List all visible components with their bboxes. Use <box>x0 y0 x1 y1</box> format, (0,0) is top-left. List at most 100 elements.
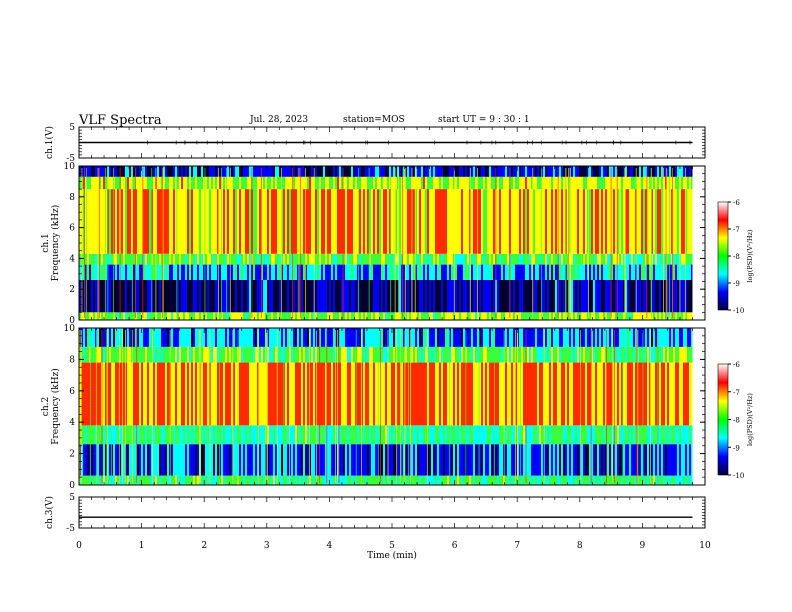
ch1-spectrogram-cell <box>167 176 169 190</box>
ch2-spectrogram-cell <box>607 425 609 445</box>
ch1-spectrogram-cell <box>419 189 421 254</box>
ch2-spectrogram-sferic <box>400 330 402 483</box>
ch2-spectrogram-colorbar-label: log(PSD)(V²/Hz) <box>746 393 754 446</box>
ch1-spectrogram-cell <box>637 253 639 265</box>
ch2-spectrogram-cell <box>279 346 281 363</box>
ch1-spectrogram-cell <box>315 312 317 320</box>
ch1-spectrogram-cell <box>607 312 609 320</box>
ch2-spectrogram-cell <box>241 328 243 347</box>
ch2-spectrogram-cell <box>591 328 593 347</box>
ch2-spectrogram-cell <box>553 328 555 347</box>
ch1-spectrogram-cell <box>593 189 595 254</box>
ch1-spectrogram-cell <box>121 253 123 265</box>
ch1-spectrogram-cell <box>613 253 615 265</box>
ch2-spectrogram-cell <box>173 362 175 426</box>
ch2-spectrogram-cell <box>623 328 625 347</box>
ch1-spectrogram-cell <box>233 279 235 313</box>
ch1-spectrogram-cell <box>309 176 311 190</box>
ch1-spectrogram-cell <box>605 176 607 190</box>
ch1-spectrogram-cell <box>617 176 619 190</box>
ch1-spectrogram-cell <box>293 166 295 177</box>
ch1-spectrogram-cell <box>523 312 525 320</box>
ch2-spectrogram-cell <box>493 346 495 363</box>
ch2-spectrogram-cell <box>473 346 475 363</box>
ch2-spectrogram-cell <box>547 444 549 476</box>
ch1-spectrogram-cell <box>621 253 623 265</box>
ch1-spectrogram-cell <box>295 279 297 313</box>
ch1-spectrogram-cell <box>471 189 473 254</box>
ch1-spectrogram-cell <box>331 279 333 313</box>
ch1-spectrogram-cell <box>267 176 269 190</box>
ch2-spectrogram-cell <box>325 328 327 347</box>
ch2-spectrogram-cell <box>433 328 435 347</box>
ch1-spectrogram-cell <box>341 176 343 190</box>
ch1-spectrogram-cell <box>547 166 549 177</box>
ch2-spectrogram-cell <box>297 362 299 426</box>
ch1-spectrogram-sferic <box>669 168 670 318</box>
ch2-spectrogram-cell <box>617 425 619 445</box>
ch1-spectrogram-cell <box>105 166 107 177</box>
ch2-spectrogram-cell <box>189 444 191 476</box>
ch1-spectrogram-cell <box>405 253 407 265</box>
ch2-spectrogram-cell <box>301 475 303 485</box>
ch1-spectrogram-cell <box>689 176 691 190</box>
ch2-spectrogram-cell <box>333 425 335 445</box>
ch2-spectrogram-cell <box>117 346 119 363</box>
ch2-spectrogram-cell <box>215 346 217 363</box>
ch1-spectrogram-cell <box>533 253 535 265</box>
ch1-spectrogram-cell <box>173 166 175 177</box>
ch1-spectrogram-cell <box>227 166 229 177</box>
ch1-spectrogram-cell <box>207 279 209 313</box>
ch1-spectrogram-cell <box>617 189 619 254</box>
ch2-spectrogram-cell <box>111 425 113 445</box>
ch2-spectrogram-cell <box>85 328 87 347</box>
ch1-spectrogram-cell <box>505 264 507 280</box>
ch1-spectrogram-cell <box>179 279 181 313</box>
ch1-spectrogram-cell <box>443 312 445 320</box>
ch2-spectrogram-cell <box>85 444 87 476</box>
ch1-spectrogram-cell <box>143 166 145 177</box>
ch2-spectrogram-cell <box>681 425 683 445</box>
ch2-spectrogram-cell <box>459 346 461 363</box>
ch1-spectrogram-cell <box>301 264 303 280</box>
ch1-spectrogram-cell <box>369 264 371 280</box>
ch1-spectrogram-cell <box>611 189 613 254</box>
ch2-spectrogram-cell <box>363 328 365 347</box>
ch1-spectrogram-cell <box>89 312 91 320</box>
ch1-spectrogram-sferic <box>532 168 534 318</box>
ch2-spectrogram-cell <box>559 425 561 445</box>
ch1-spectrogram-ylabel-line: ch.1 <box>41 233 51 252</box>
ch2-spectrogram-cell <box>357 328 359 347</box>
ch1-spectrogram-cell <box>499 264 501 280</box>
ch1-spectrogram-cell <box>503 279 505 313</box>
ch2-spectrogram-cell <box>425 362 427 426</box>
ch2-spectrogram-cell <box>635 346 637 363</box>
ch1-spectrogram-cell <box>213 189 215 254</box>
ch1-spectrogram-cell <box>653 189 655 254</box>
ch2-spectrogram-cell <box>441 362 443 426</box>
ch1-spectrogram-cell <box>643 166 645 177</box>
ch2-spectrogram-cell <box>409 362 411 426</box>
ch1-spectrogram-cell <box>413 279 415 313</box>
ch1-spectrogram-cell <box>457 253 459 265</box>
ch2-spectrogram-cell <box>179 425 181 445</box>
ch1-spectrogram-cell <box>597 253 599 265</box>
ch2-spectrogram-cell <box>353 328 355 347</box>
ch1-spectrogram-cell <box>79 166 81 177</box>
ch1-spectrogram-cell <box>631 253 633 265</box>
ch1-spectrogram-cell <box>477 279 479 313</box>
ch1-spectrogram-cell <box>607 279 609 313</box>
ch1-spectrogram-cell <box>271 312 273 320</box>
ch1-spectrogram-colorbar-tick-label: -8 <box>733 253 740 261</box>
ch2-spectrogram-cell <box>251 346 253 363</box>
ch2-spectrogram-sferic <box>337 330 338 483</box>
ch1-spectrogram-cell <box>133 253 135 265</box>
ch2-spectrogram-cell <box>497 475 499 485</box>
ch2-spectrogram-cell <box>287 444 289 476</box>
ch1-spectrogram-cell <box>677 264 679 280</box>
ch1-spectrogram-cell <box>659 176 661 190</box>
ch2-spectrogram-cell <box>405 346 407 363</box>
ch1-spectrogram-cell <box>587 264 589 280</box>
ch2-spectrogram-cell <box>341 425 343 445</box>
ch2-spectrogram-cell <box>559 362 561 426</box>
